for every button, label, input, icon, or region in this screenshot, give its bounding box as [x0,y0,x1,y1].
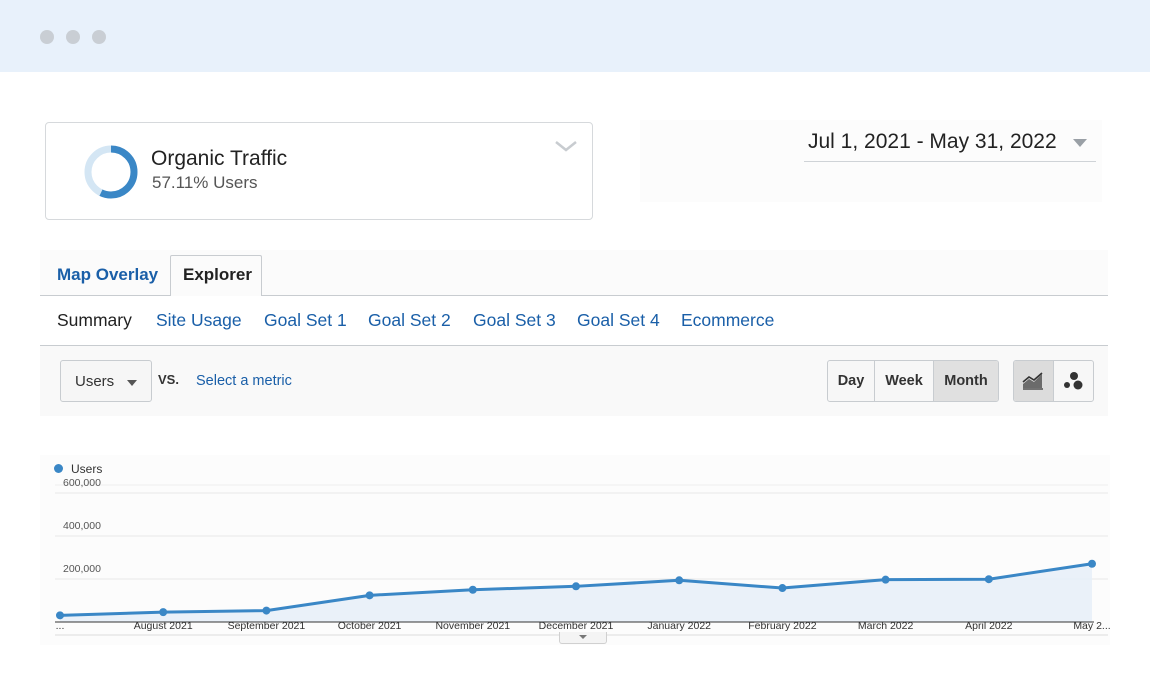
users-data-point[interactable] [881,575,890,584]
x-tick-label: February 2022 [748,620,816,632]
segment-title: Organic Traffic [151,147,288,170]
caret-down-icon [579,635,587,639]
y-tick-label: 600,000 [63,477,101,489]
x-tick-label: December 2021 [539,620,614,632]
period-toggle-group: Day Week Month [827,360,999,402]
line-chart-icon [1022,372,1044,390]
window-close-dot[interactable] [40,30,54,44]
chevron-down-icon[interactable] [554,137,578,155]
legend-users-label[interactable]: Users [71,462,103,476]
period-week-button[interactable]: Week [875,361,934,401]
subtab-goal-set-3[interactable]: Goal Set 3 [473,310,556,330]
period-month-button[interactable]: Month [934,361,998,401]
tab-map-overlay[interactable]: Map Overlay [57,265,159,284]
y-tick-label: 400,000 [63,520,101,532]
x-tick-label: August 2021 [134,620,193,632]
vs-label: VS. [158,372,179,387]
motion-chart-view-button[interactable] [1054,361,1094,401]
chart-scroll-handle[interactable] [559,632,607,644]
users-data-point[interactable] [262,606,271,615]
x-tick-label: March 2022 [858,620,914,632]
x-tick-label: October 2021 [338,620,402,632]
report-tabs: Map Overlay Explorer [40,250,1108,297]
users-data-point[interactable] [159,608,168,617]
window-titlebar [0,0,1150,72]
bubble-chart-icon [1064,372,1083,390]
users-data-point[interactable] [1088,559,1096,568]
subtab-site-usage[interactable]: Site Usage [156,310,242,330]
x-tick-label: May 2... [1073,620,1110,632]
period-day-button[interactable]: Day [828,361,875,401]
chart-view-toggle-group [1013,360,1094,402]
subtab-ecommerce[interactable]: Ecommerce [681,310,775,330]
metric-dropdown[interactable]: Users [60,360,152,402]
window-maximize-dot[interactable] [92,30,106,44]
line-chart-view-button[interactable] [1014,361,1054,401]
users-data-point[interactable] [468,585,477,594]
chart-toolbar: Users VS. Select a metric Day Week Month [40,346,1108,416]
x-tick-label: January 2022 [647,620,711,632]
segment-donut-icon [84,145,138,199]
legend-users-swatch [54,464,63,473]
users-data-point[interactable] [365,591,374,600]
caret-down-icon [127,380,137,386]
subtab-goal-set-2[interactable]: Goal Set 2 [368,310,451,330]
x-tick-label: September 2021 [228,620,306,632]
segment-subtitle: 57.11% Users [152,173,258,192]
users-data-point[interactable] [984,575,993,584]
x-tick-label: April 2022 [965,620,1012,632]
users-data-point[interactable] [572,582,580,591]
window-minimize-dot[interactable] [66,30,80,44]
tab-explorer[interactable]: Explorer [170,255,262,297]
users-data-point[interactable] [778,584,787,593]
users-data-point[interactable] [675,576,684,585]
users-data-point[interactable] [56,611,64,620]
x-tick-label: November 2021 [435,620,510,632]
subtab-summary[interactable]: Summary [57,310,132,330]
date-range-underline [804,161,1096,162]
explorer-subtabs: Summary Site Usage Goal Set 1 Goal Set 2… [40,296,1108,346]
subtab-goal-set-1[interactable]: Goal Set 1 [264,310,347,330]
y-tick-label: 200,000 [63,563,101,575]
subtab-goal-set-4[interactable]: Goal Set 4 [577,310,660,330]
date-range-caret-icon[interactable] [1073,139,1087,147]
users-line-chart: 600,000 400,000 200,000... August 2021 Septe… [55,477,1111,636]
metric-dropdown-label: Users [75,373,115,390]
segment-card[interactable]: Organic Traffic 57.11% Users [45,122,593,220]
select-metric-link[interactable]: Select a metric [196,373,292,389]
x-tick-label: ... [56,620,65,632]
users-area [60,563,1092,622]
date-range-label[interactable]: Jul 1, 2021 - May 31, 2022 [808,130,1057,153]
